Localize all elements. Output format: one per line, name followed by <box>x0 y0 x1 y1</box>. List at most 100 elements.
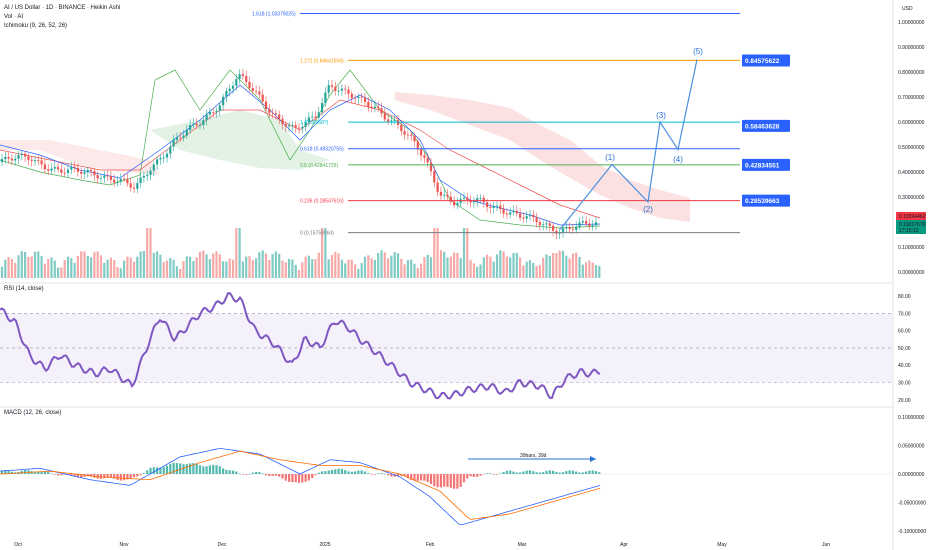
macd-hist-bar <box>482 474 485 475</box>
candle-body <box>116 181 119 183</box>
macd-hist-bar <box>33 471 37 474</box>
volume-bar <box>565 255 568 278</box>
macd-hist-bar <box>4 470 7 474</box>
candle-body <box>568 227 571 230</box>
macd-title: MACD (12, 26, close) <box>4 410 61 416</box>
candle-body <box>462 197 466 199</box>
macd-hist-bar <box>192 463 195 474</box>
target-price-label: 0.84575622 <box>745 58 780 65</box>
volume-bar <box>373 259 376 278</box>
macd-hist-bar <box>37 471 40 474</box>
volume-bar <box>472 263 475 278</box>
volume-bar <box>93 252 96 278</box>
volume-bar <box>304 256 307 278</box>
macd-hist-bar <box>222 468 225 474</box>
target-price-tag <box>742 194 790 207</box>
candle-body <box>159 157 162 160</box>
macd-hist-bar <box>139 474 142 476</box>
wave-label: (2) <box>643 205 653 214</box>
volume-bar <box>370 258 373 278</box>
macd-axis-tick: -0.10000000 <box>898 529 926 535</box>
macd-hist-bar <box>182 464 185 474</box>
candle-body <box>367 101 370 107</box>
rsi-axis-tick: 20.00 <box>898 398 911 404</box>
macd-hist-bar <box>502 471 505 474</box>
macd-hist-bar <box>274 474 277 476</box>
volume-bar <box>555 253 558 278</box>
volume-bar <box>528 260 532 278</box>
macd-hist-bar <box>363 471 367 474</box>
candle-body <box>218 105 221 111</box>
volume-bar <box>585 262 588 278</box>
macd-hist-bar <box>304 474 307 482</box>
volume-bar <box>66 256 70 278</box>
candle-body <box>258 91 261 95</box>
volume-bar <box>416 267 419 278</box>
candle-body <box>400 124 403 132</box>
macd-hist-bar <box>264 474 268 476</box>
macd-hist-bar <box>479 474 482 476</box>
macd-hist-bar <box>383 473 386 475</box>
macd-hist-bar <box>271 474 274 476</box>
heikin-ashi-candles <box>0 69 598 240</box>
candle-body <box>304 122 307 127</box>
candle-body <box>344 88 347 90</box>
candle-body <box>288 125 291 127</box>
volume-bar <box>162 262 165 278</box>
volume-bar <box>261 250 264 278</box>
macd-hist-bar <box>238 473 241 475</box>
macd-hist-bar <box>195 463 198 474</box>
time-axis-tick: Jun <box>822 542 830 548</box>
macd-hist-bar <box>40 471 43 474</box>
volume-bar <box>297 269 301 278</box>
macd-hist-bar <box>149 467 152 474</box>
candle-body <box>337 90 340 92</box>
macd-hist-bar <box>50 473 53 474</box>
volume-bar <box>231 259 235 278</box>
macd-hist-bar <box>311 474 314 479</box>
volume-bar <box>542 257 545 278</box>
candle-body <box>165 153 169 158</box>
macd-hist-bar <box>354 471 357 474</box>
volume-bar <box>86 256 89 278</box>
volume-bar <box>525 261 528 278</box>
volume-bar <box>288 258 291 278</box>
candle-body <box>156 159 159 165</box>
candle-body <box>578 222 581 227</box>
macd-hist-bar <box>555 471 558 474</box>
macd-hist-bar <box>60 474 63 476</box>
volume-bar <box>7 256 10 278</box>
candle-body <box>235 78 238 86</box>
candle-body <box>469 200 472 203</box>
macd-hist-bar <box>370 474 373 475</box>
macd-hist-bar <box>512 471 515 474</box>
wave-label: (1) <box>605 153 615 162</box>
candle-body <box>70 166 73 170</box>
candle-body <box>185 130 188 136</box>
volume-bar <box>489 256 492 278</box>
macd-hist-bar <box>340 468 343 474</box>
macd-hist-bar <box>53 474 56 475</box>
macd-hist-bar <box>156 467 159 474</box>
candle-body <box>0 159 4 162</box>
candle-body <box>532 214 535 218</box>
macd-measure-arrowhead <box>590 456 596 462</box>
candle-body <box>429 162 433 172</box>
candle-body <box>238 74 241 79</box>
volume-bar <box>495 254 499 278</box>
price-axis-tick: 0.60000000 <box>898 120 925 126</box>
macd-hist-bar <box>307 474 310 481</box>
macd-hist-bar <box>456 474 459 489</box>
volume-bar <box>350 259 353 278</box>
time-axis-tick: Feb <box>426 542 435 548</box>
macd-hist-bar <box>449 474 452 488</box>
candle-body <box>410 134 413 136</box>
candle-body <box>416 141 419 150</box>
candle-body <box>387 119 390 122</box>
price-axis-tick: 0.10000000 <box>898 245 925 251</box>
macd-hist-bar <box>581 472 584 474</box>
macd-hist-bar <box>57 474 60 476</box>
candle-body <box>420 149 423 156</box>
candle-body <box>393 120 396 121</box>
volume-bar <box>37 251 40 278</box>
